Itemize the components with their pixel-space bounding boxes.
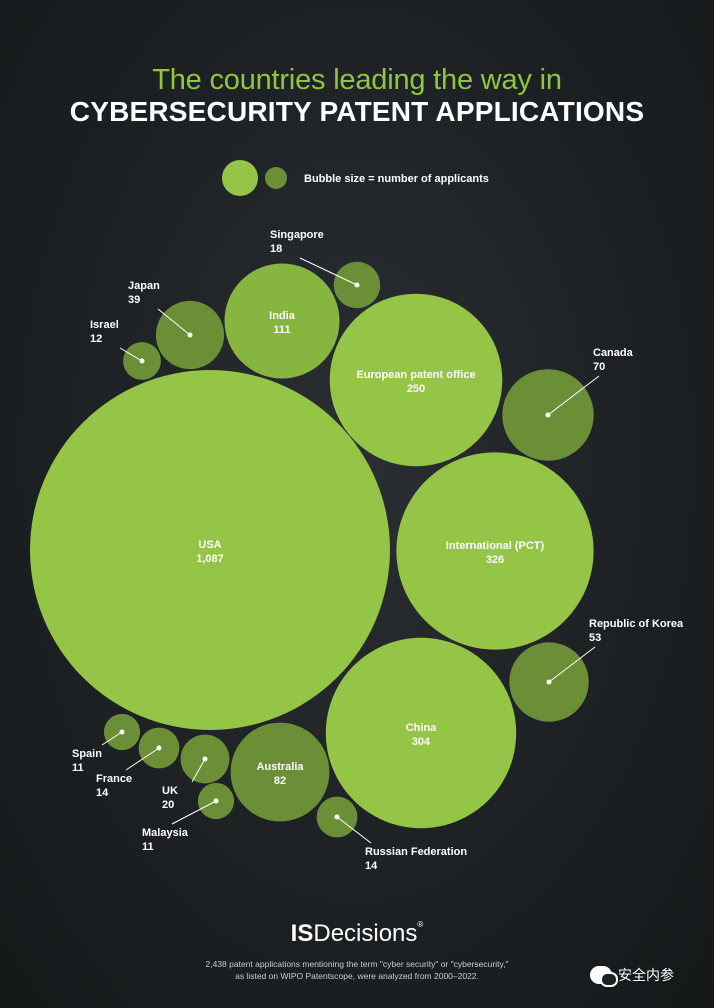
title-line-2: CYBERSECURITY PATENT APPLICATIONS <box>69 96 645 127</box>
legend-label: Bubble size = number of applicants <box>304 173 489 185</box>
bubble-group-republic-of-korea: Republic of Korea 53 <box>509 618 684 722</box>
bubble-group-russian-federation: Russian Federation 14 <box>316 796 467 872</box>
bubble-group-singapore: Singapore 18 <box>270 229 381 309</box>
bubble-australia <box>230 722 330 822</box>
bubble-china <box>325 637 517 829</box>
wechat-icon <box>590 966 618 987</box>
bubble-value-france: 14 <box>96 787 109 799</box>
bubble-label-canada: Canada <box>593 347 634 359</box>
watermark-text: 安全内参 <box>618 967 674 983</box>
bubble-group-usa: USA 1,087 <box>30 370 390 730</box>
legend-small-bubble <box>265 167 287 189</box>
bubble-value-malaysia: 11 <box>142 841 154 853</box>
bubble-group-australia: Australia 82 <box>230 722 330 822</box>
leader-line-spain <box>101 731 123 746</box>
bubble-value-singapore: 18 <box>270 243 282 255</box>
bubble-value-israel: 12 <box>90 333 102 345</box>
bubble-group-france: France 14 <box>96 727 180 799</box>
company-logo: ISDecisions® <box>0 920 714 948</box>
bubble-value-spain: 11 <box>72 762 84 774</box>
bubble-label-japan: Japan <box>128 280 160 292</box>
bubble-group-japan: Japan 39 <box>128 280 225 370</box>
bubble-group-china: China 304 <box>325 637 517 829</box>
leader-line-israel <box>119 347 143 362</box>
legend-large-bubble <box>222 160 258 196</box>
bubble-value-india: 111 <box>273 324 290 336</box>
logo-is: IS <box>290 920 314 947</box>
bubble-group-spain: Spain 11 <box>72 713 141 774</box>
footnote-line-1: 2,438 patent applications mentioning the… <box>205 959 509 969</box>
leader-dot-france <box>156 745 162 751</box>
leader-dot-spain <box>119 729 125 735</box>
bubble-group-european-patent-office: European patent office 250 <box>329 293 503 467</box>
bubble-label-australia: Australia <box>256 761 304 773</box>
leader-dot-malaysia <box>213 798 219 804</box>
bubble-label-republic-of-korea: Republic of Korea <box>589 618 684 630</box>
bubble-value-usa: 1,087 <box>196 553 224 565</box>
leader-line-singapore <box>299 257 358 286</box>
leader-line-france <box>125 747 160 771</box>
bubble-label-china: China <box>406 722 437 734</box>
bubble-value-russian-federation: 14 <box>365 860 378 872</box>
leader-dot-canada <box>545 412 551 418</box>
bubble-usa <box>30 370 390 730</box>
bubble-value-australia: 82 <box>274 775 286 787</box>
leader-dot-japan <box>187 332 193 338</box>
title-line-1: The countries leading the way in <box>152 64 562 96</box>
bubbles-layer: USA 1,087 International (PCT) 326 China 304 Eu… <box>30 229 684 872</box>
leader-dot-israel <box>139 358 145 364</box>
bubble-group-uk: UK 20 <box>162 734 230 811</box>
leader-line-japan <box>157 308 191 336</box>
footnote-line-2: as listed on WIPO Patentscope, were anal… <box>235 971 479 981</box>
bubble-international-pct <box>396 452 594 650</box>
bubble-value-japan: 39 <box>128 294 140 306</box>
leader-line-republic-of-korea <box>548 646 596 683</box>
bubble-value-republic-of-korea: 53 <box>589 632 601 644</box>
watermark: 安全内参 <box>590 965 674 987</box>
bubble-value-uk: 20 <box>162 799 174 811</box>
bubble-label-israel: Israel <box>90 319 119 331</box>
leader-line-malaysia <box>171 800 217 825</box>
bubble-value-china: 304 <box>412 736 431 748</box>
bubble-label-uk: UK <box>162 785 178 797</box>
bubble-european-patent-office <box>329 293 503 467</box>
bubble-label-usa: USA <box>198 539 221 551</box>
bubble-group-india: India 111 <box>224 263 340 379</box>
bubble-group-israel: Israel 12 <box>90 319 161 380</box>
leader-dot-uk <box>202 756 208 762</box>
bubble-india <box>224 263 340 379</box>
leader-line-russian-federation <box>336 816 372 844</box>
bubble-label-european-patent-office: European patent office <box>356 369 475 381</box>
bubble-label-india: India <box>269 310 296 322</box>
bubble-label-international-pct: International (PCT) <box>446 540 545 552</box>
bubble-value-european-patent-office: 250 <box>407 383 425 395</box>
leader-dot-singapore <box>354 282 360 288</box>
leader-dot-republic-of-korea <box>546 679 552 685</box>
legend: Bubble size = number of applicants <box>222 160 489 196</box>
bubble-group-international-pct: International (PCT) 326 <box>396 452 594 650</box>
logo-decisions: Decisions <box>313 920 418 947</box>
bubble-group-canada: Canada 70 <box>502 347 634 461</box>
bubble-label-russian-federation: Russian Federation <box>365 846 467 858</box>
leader-line-uk <box>191 758 206 783</box>
bubble-group-malaysia: Malaysia 11 <box>142 782 235 853</box>
bubble-label-spain: Spain <box>72 748 102 760</box>
bubble-value-international-pct: 326 <box>486 554 504 566</box>
logo-registered-mark: ® <box>417 920 424 929</box>
bubble-label-france: France <box>96 773 132 785</box>
bubble-label-singapore: Singapore <box>270 229 324 241</box>
footnote: 2,438 patent applications mentioning the… <box>0 958 714 982</box>
bubble-value-canada: 70 <box>593 361 605 373</box>
leader-line-canada <box>547 375 600 416</box>
leader-dot-russian-federation <box>334 814 340 820</box>
bubble-label-malaysia: Malaysia <box>142 827 189 839</box>
